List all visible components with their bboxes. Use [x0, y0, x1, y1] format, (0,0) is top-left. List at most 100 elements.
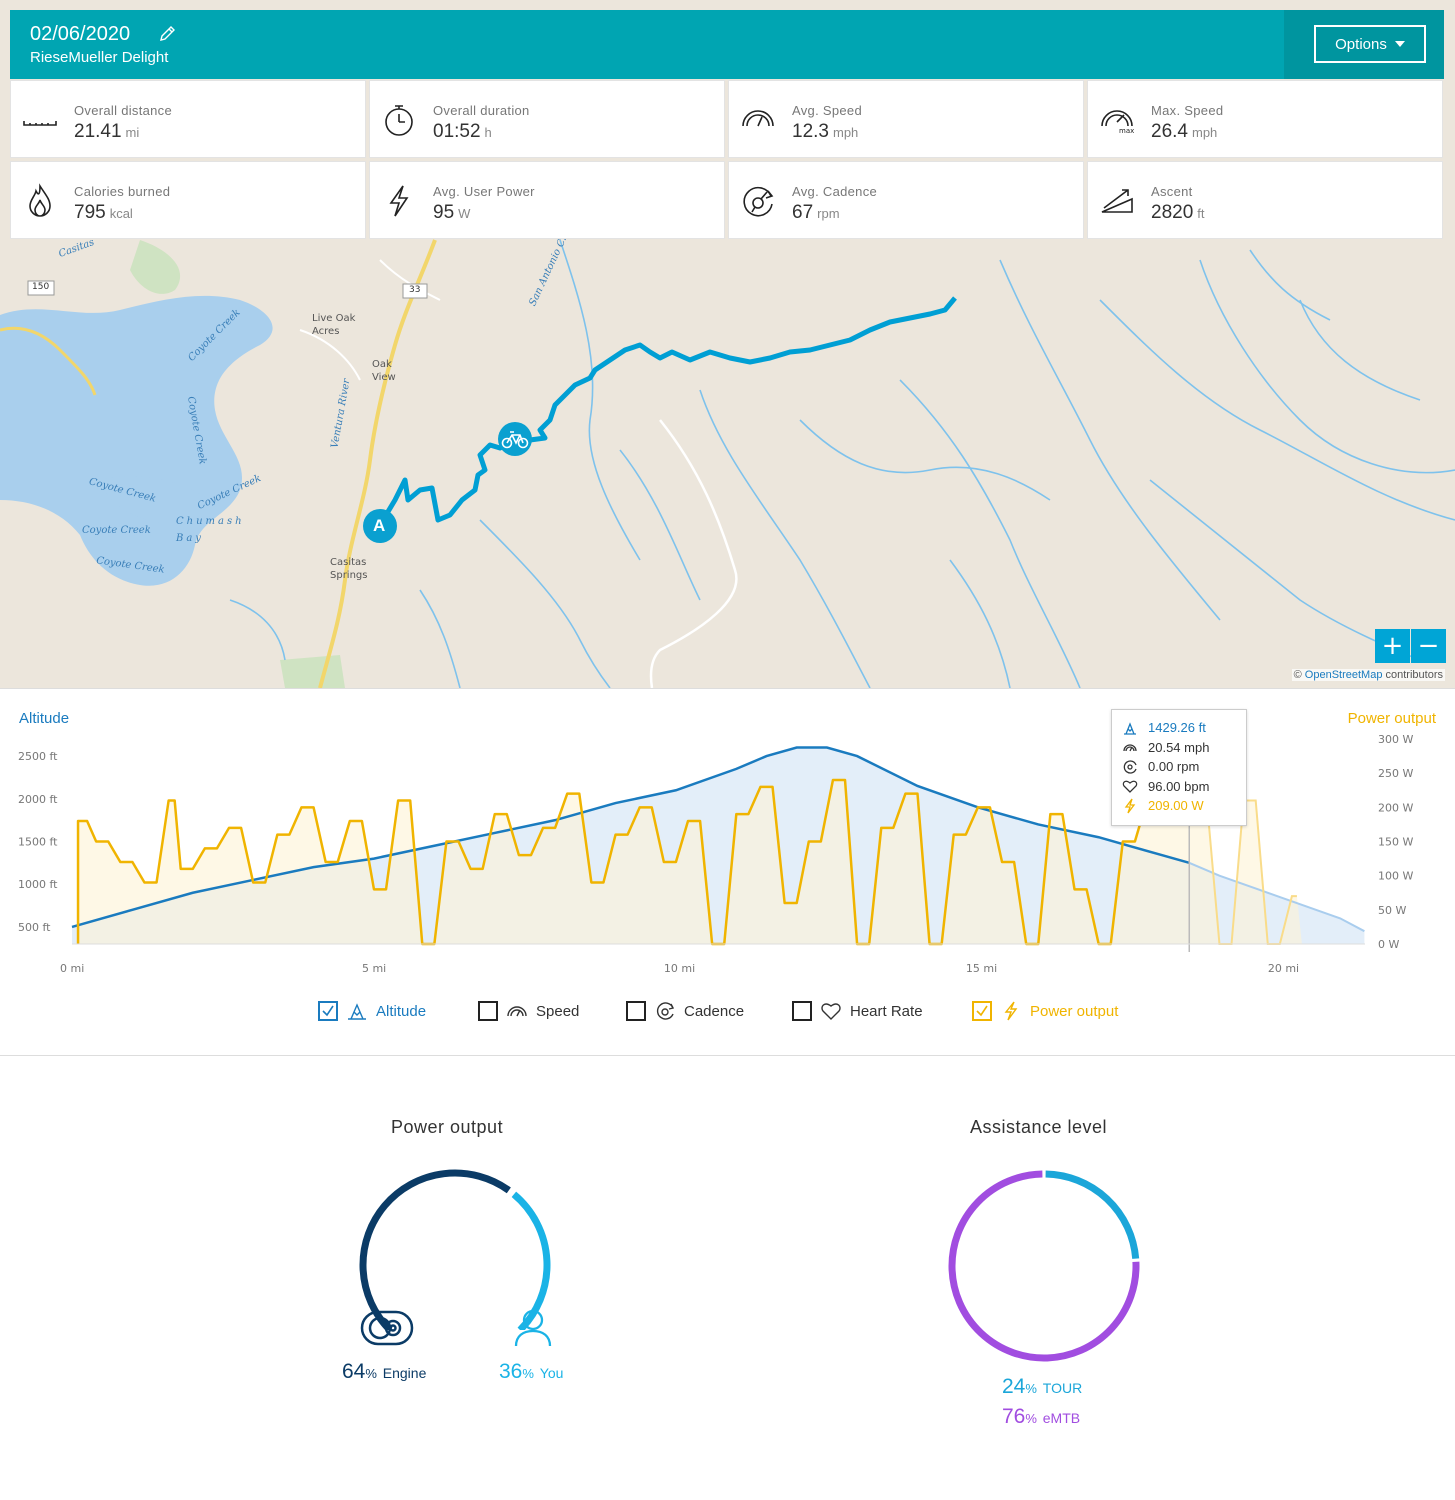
stat-label: Ascent — [1151, 184, 1193, 199]
checkbox-altitude[interactable] — [318, 1001, 338, 1021]
legend-power-output[interactable]: Power output — [972, 997, 1118, 1025]
max-speedometer-icon: max — [1101, 110, 1134, 135]
zoom-in-button[interactable]: + — [1375, 629, 1410, 663]
emtb-share-arc — [948, 1170, 1140, 1362]
flame-icon — [29, 183, 51, 217]
user-share-arc — [511, 1191, 551, 1330]
openstreetmap-link[interactable]: OpenStreetMap — [1304, 669, 1383, 681]
stat-value: 21.41 mi — [74, 121, 140, 142]
bike-name: RieseMueller Delight — [30, 49, 169, 66]
x-tick: 0 mi — [60, 962, 84, 975]
altitude-axis-title: Altitude — [19, 710, 70, 727]
map-label-oak-view: Oak View — [372, 359, 396, 383]
x-tick: 15 mi — [966, 962, 997, 975]
ride-route — [377, 296, 957, 527]
options-button[interactable]: Options — [1314, 25, 1426, 63]
water-label-4: Coyote Creek — [82, 525, 151, 536]
stat-value: 26.4 mph — [1151, 121, 1218, 142]
options-label: Options — [1335, 35, 1387, 53]
highway-33 — [318, 239, 437, 688]
altitude-line — [71, 746, 1190, 929]
stat-label: Avg. User Power — [433, 184, 535, 199]
edit-pencil-icon[interactable] — [158, 25, 176, 43]
stat-label: Calories burned — [74, 184, 171, 199]
stat-ascent: Ascent 2820 ft — [1087, 161, 1443, 239]
lake-arm — [100, 476, 215, 526]
stat-label: Avg. Speed — [792, 103, 862, 118]
checkbox-power-output[interactable] — [972, 1001, 992, 1021]
altitude-power-chart[interactable]: 500 ft 1000 ft 1500 ft 2000 ft 2500 ft 0 W 50 … — [0, 689, 1455, 989]
heart-icon — [1122, 780, 1138, 794]
y-left-tick: 500 ft — [18, 921, 51, 934]
map-canvas[interactable] — [0, 0, 1455, 688]
lightning-icon — [1004, 1001, 1018, 1021]
y-right-tick: 50 W — [1378, 904, 1406, 917]
check-icon — [322, 1005, 334, 1017]
tooltip-heart-rate: 96.00 bpm — [1122, 777, 1236, 797]
route-start-marker[interactable] — [363, 509, 397, 543]
svg-text:max: max — [1119, 127, 1134, 135]
stat-max-speed: max Max. Speed 26.4 mph — [1087, 80, 1443, 158]
power-line — [76, 778, 1190, 946]
assistance-donut — [948, 1170, 1140, 1362]
cadence-icon — [743, 186, 774, 217]
heart-icon — [821, 1003, 841, 1020]
checkbox-heart-rate[interactable] — [792, 1001, 812, 1021]
map-label-150: 150 — [32, 282, 50, 292]
lightning-icon — [389, 185, 409, 217]
speedometer-icon — [507, 1006, 527, 1017]
legend-cadence[interactable]: Cadence — [626, 997, 744, 1025]
zoom-out-button[interactable]: − — [1411, 629, 1446, 663]
legend-heart-rate[interactable]: Heart Rate — [792, 997, 923, 1025]
x-tick: 5 mi — [362, 962, 386, 975]
y-right-tick: 250 W — [1378, 767, 1413, 780]
checkbox-cadence[interactable] — [626, 1001, 646, 1021]
legend-speed[interactable]: Speed — [478, 997, 579, 1025]
y-right-tick: 100 W — [1378, 870, 1413, 883]
caret-down-icon — [1394, 41, 1405, 47]
park-area-south — [280, 655, 345, 688]
stopwatch-icon — [385, 105, 413, 136]
route-badge-33 — [402, 283, 428, 299]
cadence-icon — [1123, 760, 1137, 774]
current-position-marker[interactable] — [498, 422, 532, 456]
legend-altitude[interactable]: Altitude — [318, 997, 426, 1025]
chart-legend: Altitude Speed Cadence Heart Rate Power — [0, 997, 1455, 1027]
park-area — [130, 240, 181, 294]
water-label-chumash: Chumash Bay — [176, 516, 245, 544]
route-badge-150 — [27, 280, 55, 296]
stat-value: 01:52 h — [433, 121, 492, 142]
map-label-live-oak: Live Oak Acres — [312, 313, 356, 337]
user-icon — [514, 1309, 552, 1347]
engine-share-arc — [359, 1169, 511, 1330]
ride-date: 02/06/2020 — [30, 23, 131, 45]
y-left-tick: 2000 ft — [18, 793, 58, 806]
stat-value: 67 rpm — [792, 202, 840, 223]
y-right-tick: 200 W — [1378, 801, 1413, 814]
attribution-contributors: contributors — [1385, 669, 1443, 681]
engine-icon — [360, 1310, 414, 1346]
power-output-gauge — [359, 1169, 551, 1330]
streams — [229, 239, 1455, 688]
options-panel — [1284, 10, 1444, 79]
stat-value: 12.3 mph — [792, 121, 859, 142]
stat-avg-user-power: Avg. User Power 95 W — [369, 161, 725, 239]
x-tick: 20 mi — [1268, 962, 1299, 975]
stat-calories: Calories burned 795 kcal — [10, 161, 366, 239]
speedometer-icon — [742, 110, 774, 127]
checkbox-speed[interactable] — [478, 1001, 498, 1021]
tour-percentage: 24% TOUR — [1002, 1375, 1083, 1398]
map-attribution: © OpenStreetMap contributors — [1291, 669, 1445, 681]
minor-road — [649, 419, 738, 688]
map-label-33: 33 — [409, 285, 421, 295]
y-left-tick: 2500 ft — [18, 750, 58, 763]
stat-label: Overall duration — [433, 103, 530, 118]
stat-value: 95 W — [433, 202, 471, 223]
y-right-tick: 0 W — [1378, 938, 1399, 951]
power-axis-title: Power output — [1347, 710, 1436, 727]
engine-percentage: 64% Engine — [342, 1360, 427, 1383]
assistance-level-title: Assistance level — [970, 1117, 1108, 1137]
emtb-percentage: 76% eMTB — [1002, 1405, 1081, 1428]
start-marker-label: A — [373, 516, 386, 535]
